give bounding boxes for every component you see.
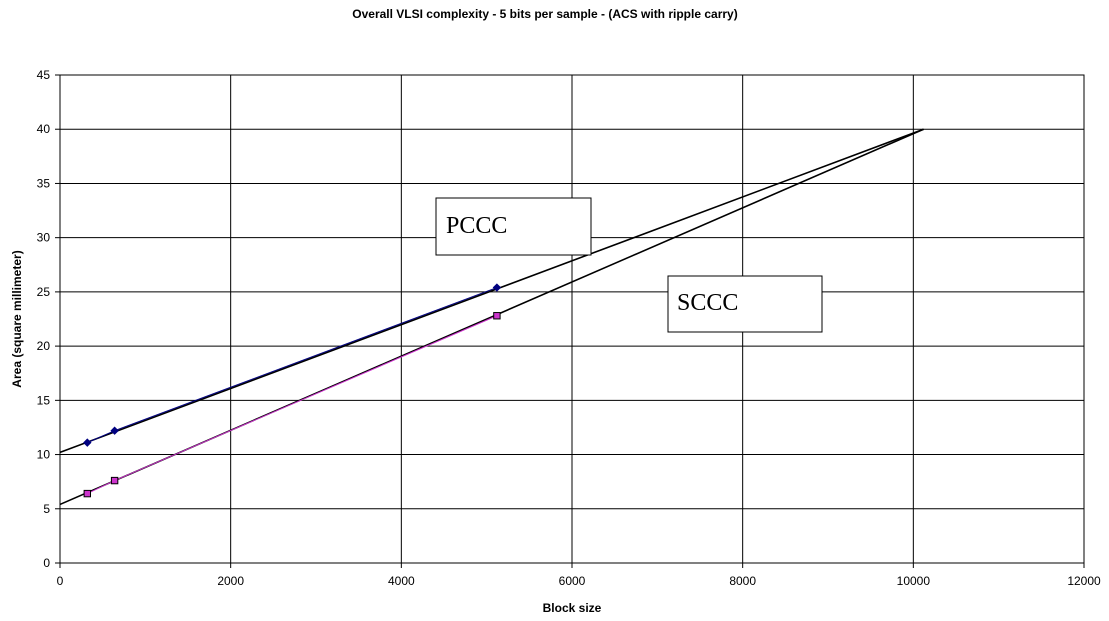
x-tick-label: 0 bbox=[57, 574, 64, 588]
sccc-point bbox=[83, 489, 92, 498]
tick-labels: 0 2000 4000 6000 8000 10000 12000 0 5 10 15 20 25 30 3… bbox=[37, 68, 1101, 588]
y-tick-label: 15 bbox=[37, 393, 51, 407]
x-tick-label: 4000 bbox=[388, 574, 415, 588]
sccc-point bbox=[110, 476, 119, 485]
chart-title: Overall VLSI complexity - 5 bits per sam… bbox=[352, 7, 737, 21]
x-tick-label: 2000 bbox=[217, 574, 244, 588]
y-tick-label: 5 bbox=[43, 502, 50, 516]
x-tick-label: 12000 bbox=[1067, 574, 1101, 588]
x-axis-label: Block size bbox=[543, 601, 602, 615]
callout-sccc: SCCC bbox=[667, 275, 823, 333]
pccc-point bbox=[110, 426, 119, 435]
y-axis-label: Area (square millimeter) bbox=[10, 250, 24, 387]
y-tick-label: 10 bbox=[37, 448, 51, 462]
y-tick-label: 45 bbox=[37, 68, 51, 82]
pccc-trendline bbox=[59, 128, 924, 454]
y-tick-label: 30 bbox=[37, 231, 51, 245]
sccc-point bbox=[493, 312, 501, 320]
callout-sccc-text: SCCC bbox=[677, 290, 738, 316]
y-tick-label: 25 bbox=[37, 285, 51, 299]
pccc-point bbox=[492, 283, 502, 292]
callout-sccc-box bbox=[667, 275, 823, 333]
callout-pccc-text: PCCC bbox=[446, 213, 507, 239]
gridlines bbox=[55, 74, 1085, 568]
y-tick-label: 20 bbox=[37, 339, 51, 353]
series-markers bbox=[83, 283, 502, 498]
x-tick-label: 6000 bbox=[559, 574, 586, 588]
y-tick-label: 35 bbox=[37, 176, 51, 190]
pccc-point bbox=[83, 438, 92, 447]
callout-pccc-box bbox=[435, 197, 592, 256]
y-tick-label: 0 bbox=[43, 556, 50, 570]
callout-pccc: PCCC bbox=[435, 197, 592, 256]
y-tick-label: 40 bbox=[37, 122, 51, 136]
x-tick-label: 8000 bbox=[729, 574, 756, 588]
x-tick-label: 10000 bbox=[897, 574, 931, 588]
